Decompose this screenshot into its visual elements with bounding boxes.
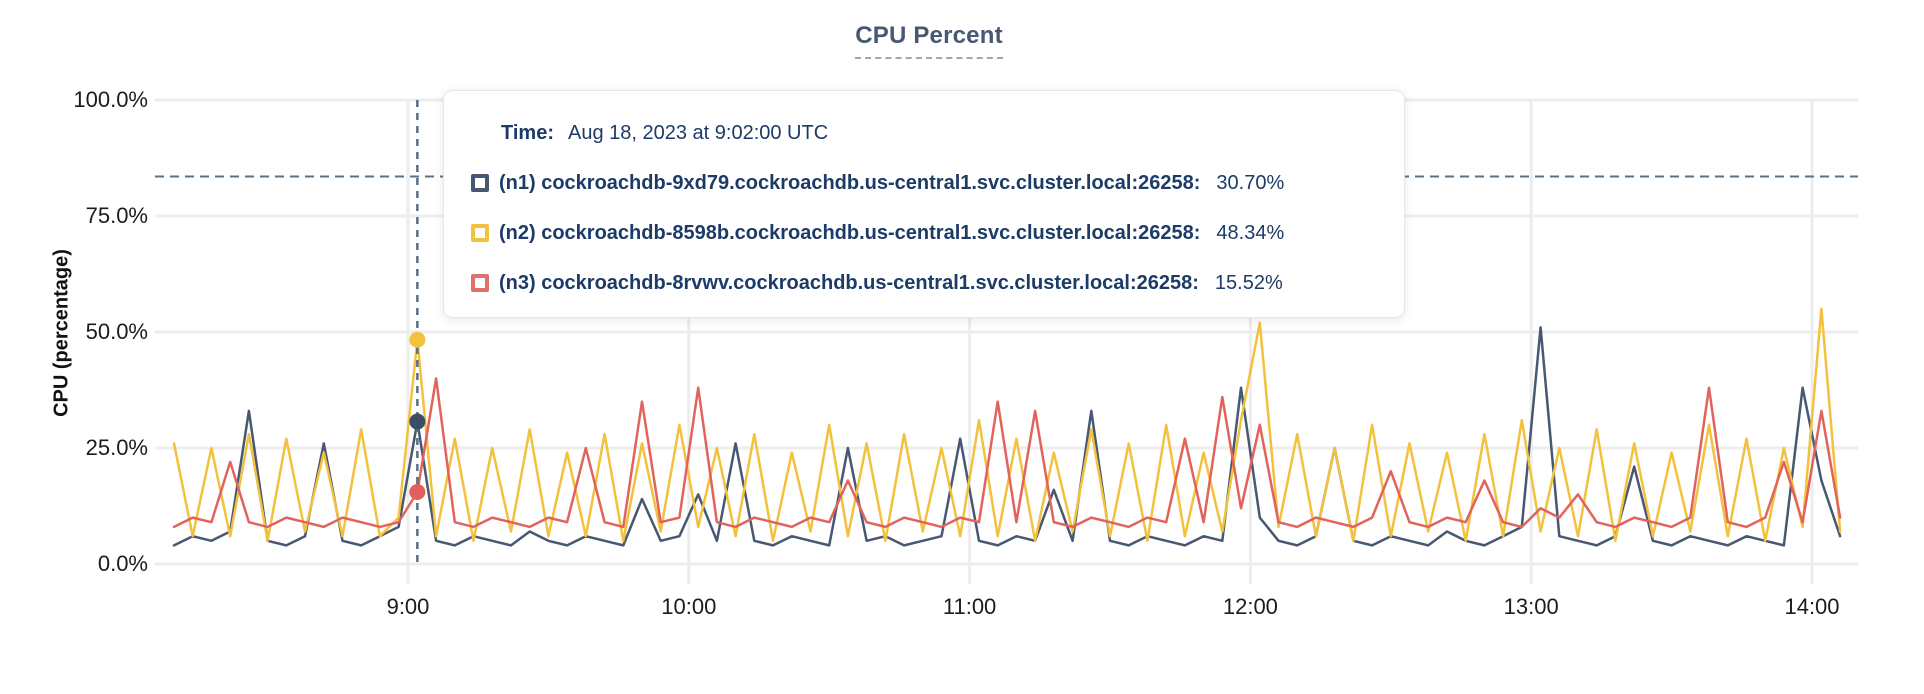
x-tick-label: 9:00	[386, 594, 430, 619]
x-tick-label: 12:00	[1222, 594, 1278, 619]
y-tick-label: 75.0%	[85, 203, 148, 228]
tooltip-series-row: (n2) cockroachdb-8598b.cockroachdb.us-ce…	[471, 221, 1404, 245]
legend-swatch-n2	[471, 224, 489, 242]
tooltip-series-label: (n3) cockroachdb-8rvwv.cockroachdb.us-ce…	[499, 272, 1199, 294]
x-tick-label: 10:00	[661, 594, 717, 619]
tooltip-time-value: Aug 18, 2023 at 9:02:00 UTC	[567, 122, 829, 144]
tooltip-time-label: Time:	[501, 122, 554, 144]
tooltip-series-label: (n1) cockroachdb-9xd79.cockroachdb.us-ce…	[499, 172, 1201, 194]
tooltip-time-row: Time: Aug 18, 2023 at 9:02:00 UTC	[501, 121, 1404, 145]
tooltip-series-rows: (n1) cockroachdb-9xd79.cockroachdb.us-ce…	[471, 171, 1404, 295]
tooltip-series-value: 15.52%	[1214, 272, 1283, 294]
tooltip-series-value: 48.34%	[1216, 222, 1285, 244]
tooltip-series-row: (n1) cockroachdb-9xd79.cockroachdb.us-ce…	[471, 171, 1404, 195]
chart-header: CPU Percent	[0, 22, 1858, 59]
hover-dot-n2	[409, 331, 426, 348]
y-tick-label: 50.0%	[85, 319, 148, 344]
hover-tooltip: Time: Aug 18, 2023 at 9:02:00 UTC (n1) co…	[443, 90, 1405, 318]
series-line-n1	[172, 326, 1842, 547]
tooltip-series-row: (n3) cockroachdb-8rvwv.cockroachdb.us-ce…	[471, 271, 1404, 295]
x-tick-label: 11:00	[942, 594, 997, 619]
hover-dot-n3	[409, 483, 426, 500]
series-line-n3	[172, 377, 1842, 529]
x-tick-label: 13:00	[1503, 594, 1559, 619]
series-line-n2	[172, 307, 1842, 543]
y-tick-label: 0.0%	[97, 551, 148, 576]
tooltip-series-label: (n2) cockroachdb-8598b.cockroachdb.us-ce…	[499, 222, 1201, 244]
y-tick-label: 25.0%	[85, 435, 148, 460]
x-tick-label: 14:00	[1784, 594, 1840, 619]
y-tick-label: 100.0%	[73, 87, 148, 112]
legend-swatch-n3	[471, 274, 489, 292]
legend-swatch-n1	[471, 174, 489, 192]
hover-dot-n1	[409, 413, 426, 430]
chart-title[interactable]: CPU Percent	[855, 22, 1003, 59]
tooltip-series-value: 30.70%	[1216, 172, 1285, 194]
